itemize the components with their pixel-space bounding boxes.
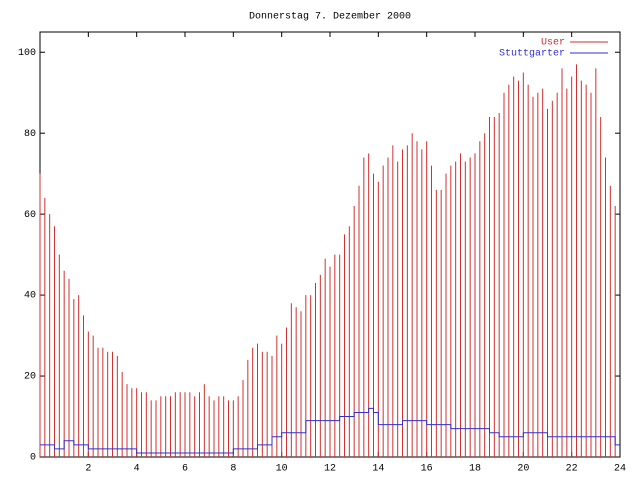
y-tick-label: 20: [24, 372, 36, 383]
y-tick-label: 60: [24, 210, 36, 221]
x-tick-label: 24: [614, 464, 626, 475]
x-tick-label: 20: [517, 464, 529, 475]
x-tick-label: 6: [182, 464, 188, 475]
y-tick-label: 80: [24, 129, 36, 140]
x-tick-label: 22: [566, 464, 578, 475]
x-tick-label: 18: [469, 464, 481, 475]
x-tick-label: 2: [85, 464, 91, 475]
y-tick-label: 100: [18, 48, 36, 59]
x-tick-label: 14: [372, 464, 384, 475]
x-tick-label: 8: [230, 464, 236, 475]
legend-label: Stuttgarter: [499, 49, 565, 60]
chart-title: Donnerstag 7. Dezember 2000: [249, 11, 411, 23]
x-tick-label: 4: [134, 464, 140, 475]
y-tick-label: 0: [30, 453, 36, 464]
x-tick-label: 10: [276, 464, 288, 475]
x-tick-label: 16: [421, 464, 433, 475]
y-tick-label: 40: [24, 291, 36, 302]
legend-label: User: [541, 38, 565, 49]
step-line: [40, 407, 620, 454]
x-tick-label: 12: [324, 464, 336, 475]
